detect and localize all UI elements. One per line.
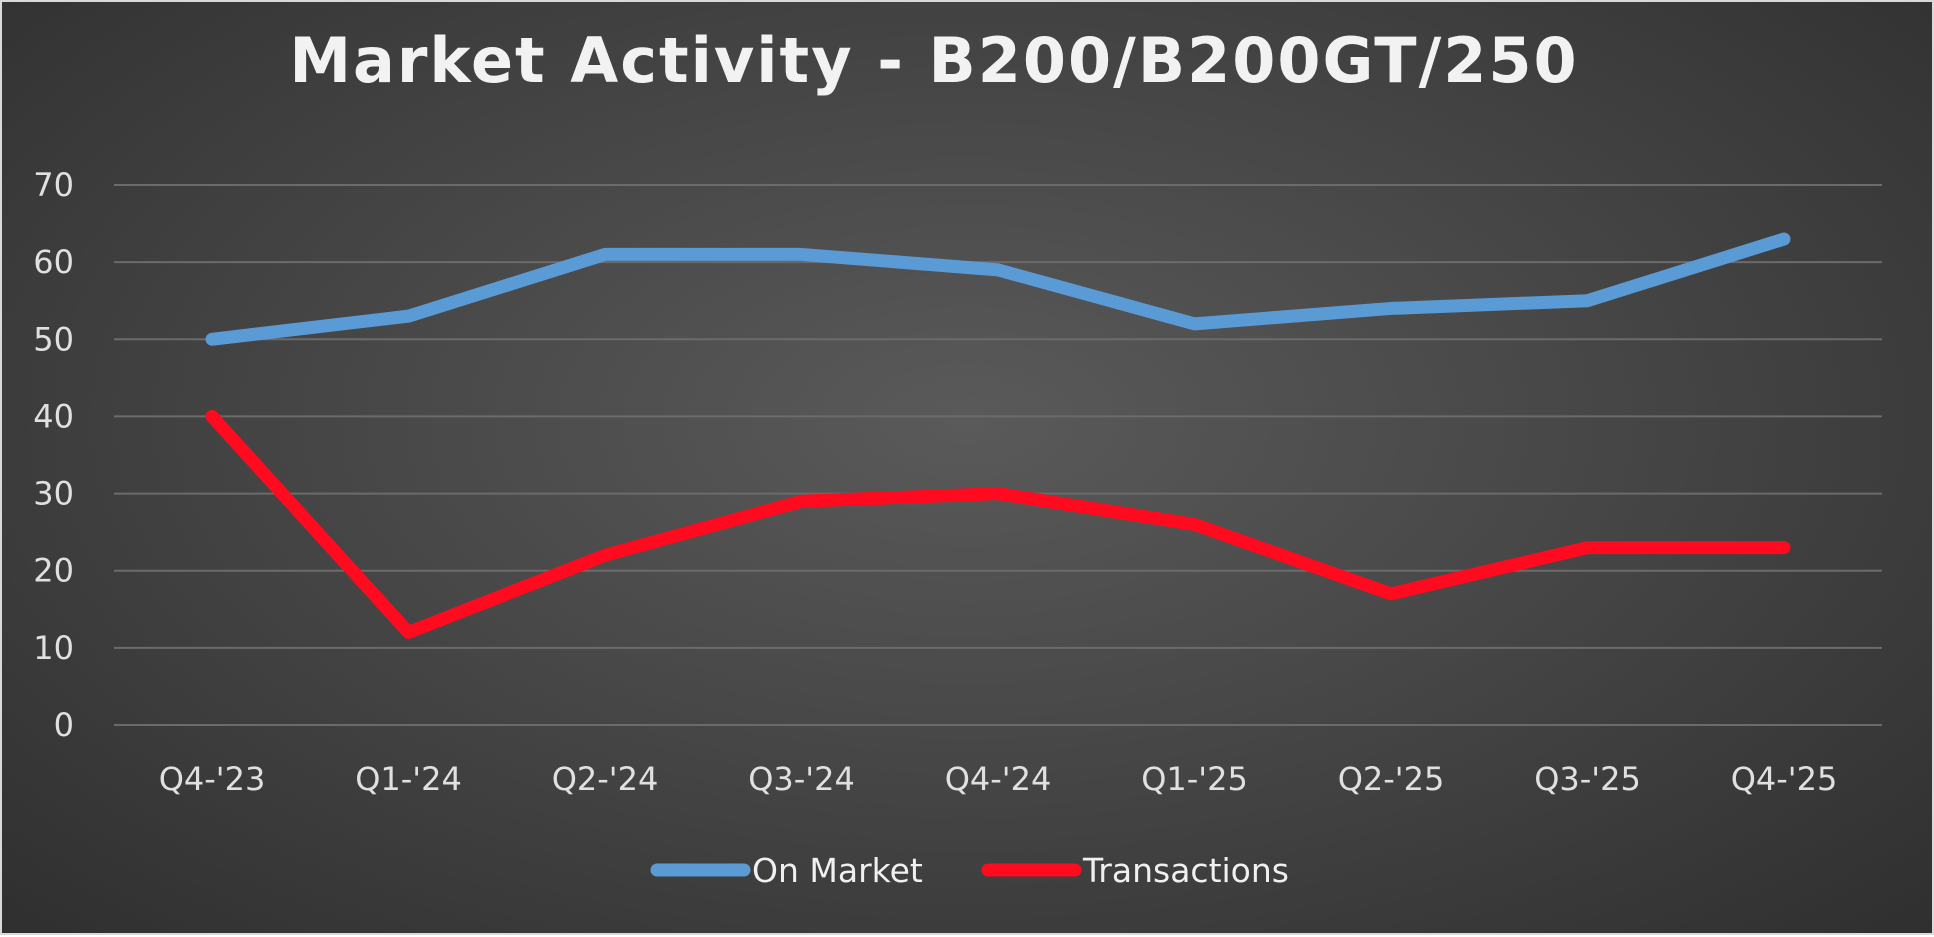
legend-label-transactions: Transactions — [1082, 851, 1289, 890]
series-line-on-market — [212, 239, 1784, 339]
y-tick-label: 10 — [33, 629, 74, 667]
x-tick-label: Q1-'24 — [355, 760, 462, 798]
y-tick-label: 50 — [33, 320, 74, 358]
x-tick-label: Q1-'25 — [1141, 760, 1248, 798]
y-tick-label: 20 — [33, 552, 74, 590]
chart-title: Market Activity - B200/B200GT/250 — [289, 24, 1578, 97]
series-lines — [212, 239, 1784, 632]
y-tick-label: 0 — [54, 706, 74, 744]
x-tick-label: Q3-'24 — [748, 760, 855, 798]
y-tick-label: 70 — [33, 166, 74, 204]
legend: On Market Transactions — [657, 851, 1289, 890]
x-tick-label: Q4-'24 — [945, 760, 1052, 798]
x-tick-label: Q2-'24 — [552, 760, 659, 798]
y-axis-tick-labels: 0 10 20 30 40 50 60 70 — [33, 166, 74, 744]
series-line-transactions — [212, 416, 1784, 632]
legend-label-on-market: On Market — [752, 851, 923, 890]
y-tick-label: 30 — [33, 475, 74, 513]
x-tick-label: Q4-'23 — [159, 760, 266, 798]
y-tick-label: 40 — [33, 397, 74, 435]
x-axis-tick-labels: Q4-'23 Q1-'24 Q2-'24 Q3-'24 Q4-'24 Q1-'25 Q2-'… — [159, 760, 1838, 798]
x-tick-label: Q2-'25 — [1338, 760, 1445, 798]
y-tick-label: 60 — [33, 243, 74, 281]
x-tick-label: Q4-'25 — [1731, 760, 1838, 798]
x-tick-label: Q3-'25 — [1534, 760, 1641, 798]
